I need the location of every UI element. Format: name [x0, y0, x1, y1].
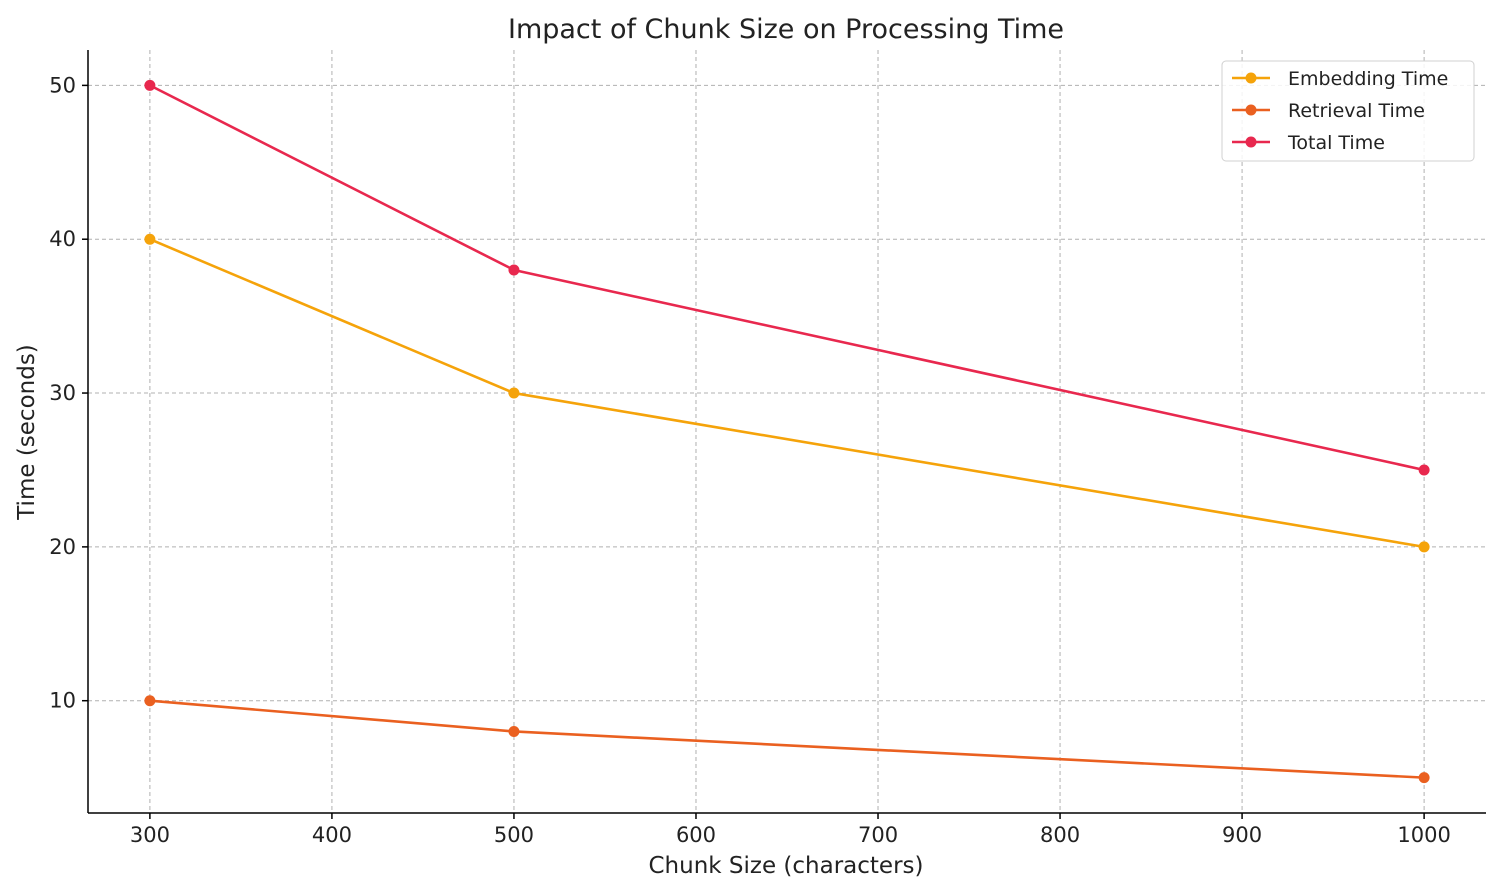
legend-item: Total Time	[1232, 132, 1385, 154]
legend-label: Total Time	[1287, 132, 1385, 154]
legend-swatch-marker	[1245, 72, 1257, 84]
series-total-time	[144, 79, 1430, 476]
x-tick-label: 1000	[1397, 823, 1450, 847]
x-tick-label: 600	[676, 823, 716, 847]
legend-swatch-marker	[1245, 136, 1257, 148]
legend: Embedding Time Retrieval Time Total Time	[1221, 60, 1475, 162]
legend-label: Embedding Time	[1288, 68, 1448, 90]
x-tick-label: 900	[1222, 823, 1262, 847]
legend-swatch-marker	[1245, 104, 1257, 116]
x-tick-label: 500	[494, 823, 534, 847]
y-tick-label: 30	[49, 381, 76, 405]
legend-item: Retrieval Time	[1232, 100, 1425, 122]
axes: 300 400 500 600 700 800 900 1000 10 20 30 40 50	[49, 50, 1486, 847]
data-point	[144, 79, 156, 91]
x-axis-label: Chunk Size (characters)	[648, 853, 923, 879]
data-point	[144, 233, 156, 245]
x-tick-label: 300	[130, 823, 170, 847]
y-axis-label: Time (seconds)	[14, 344, 40, 521]
legend-frame	[1221, 60, 1475, 162]
data-point	[1418, 541, 1430, 553]
series-lines	[144, 79, 1430, 784]
data-point	[144, 695, 156, 707]
chart-title: Impact of Chunk Size on Processing Time	[508, 14, 1064, 45]
legend-item: Embedding Time	[1232, 68, 1448, 90]
data-point	[1418, 464, 1430, 476]
series-embedding-time	[144, 233, 1430, 553]
y-tick-label: 10	[49, 689, 76, 713]
data-point	[508, 387, 520, 399]
grid	[88, 50, 1486, 813]
legend-label: Retrieval Time	[1288, 100, 1425, 122]
data-point	[508, 725, 520, 737]
y-tick-label: 50	[49, 73, 76, 97]
x-tick-label: 800	[1040, 823, 1080, 847]
y-tick-label: 40	[49, 227, 76, 251]
data-point	[1418, 772, 1430, 784]
x-tick-label: 400	[312, 823, 352, 847]
x-tick-label: 700	[858, 823, 898, 847]
data-point	[508, 264, 520, 276]
series-retrieval-time	[144, 695, 1430, 784]
y-tick-label: 20	[49, 535, 76, 559]
series-line	[149, 699, 1425, 779]
